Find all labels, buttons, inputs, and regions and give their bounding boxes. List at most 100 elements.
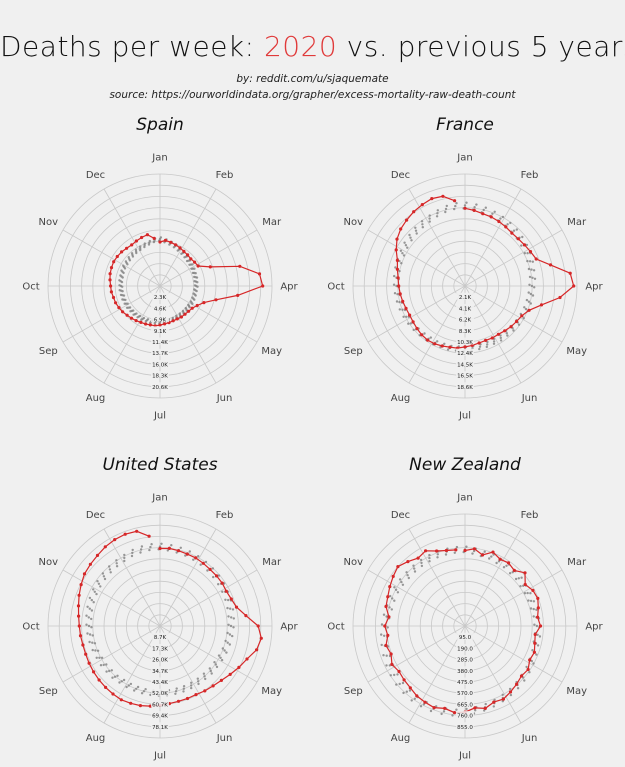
angular-gridline	[103, 625, 161, 724]
previous-years-point	[215, 665, 219, 669]
angular-gridline	[62, 569, 161, 627]
previous-years-point	[194, 294, 197, 297]
series-2020-point	[115, 254, 119, 259]
series-2020-point	[536, 596, 540, 600]
r-tick-label: 285.0	[457, 658, 473, 664]
r-tick-label: 43.4K	[152, 680, 168, 686]
month-label-apr: Apr	[280, 282, 298, 293]
previous-years-point	[508, 572, 512, 575]
previous-years-point	[440, 712, 443, 716]
series-2020-point	[77, 593, 81, 597]
series-2020-point	[120, 250, 124, 254]
series-2020-point	[477, 341, 481, 345]
previous-years-point	[407, 322, 410, 325]
angular-gridline	[464, 569, 563, 627]
angular-gridline	[464, 625, 563, 683]
month-label-dec: Dec	[391, 170, 410, 181]
series-2020-point	[186, 253, 190, 257]
previous-years-point	[108, 568, 112, 571]
series-2020-point	[97, 678, 101, 682]
previous-years-point	[93, 590, 96, 593]
series-2020-point	[95, 553, 100, 557]
previous-years-point	[499, 339, 503, 342]
previous-years-point	[527, 267, 531, 271]
series-2020-point	[179, 315, 183, 319]
previous-years-point	[391, 597, 394, 600]
previous-years-point	[413, 570, 417, 573]
previous-years-point	[102, 575, 106, 578]
angular-gridline	[464, 625, 522, 724]
series-2020-point	[412, 210, 416, 214]
series-2020-point	[81, 643, 85, 647]
previous-years-point	[527, 291, 530, 294]
series-2020-point	[229, 597, 233, 601]
r-tick-label-bg	[151, 337, 169, 345]
previous-years-point	[226, 631, 229, 635]
series-2020-point	[395, 258, 399, 262]
series-2020-line	[384, 548, 542, 714]
series-2020-point	[516, 237, 520, 241]
series-2020-point	[448, 345, 452, 349]
previous-years-point	[398, 578, 402, 581]
angular-gridline	[159, 625, 258, 683]
previous-years-point	[139, 551, 142, 554]
r-tick-label-bg	[151, 315, 169, 323]
previous-years-point	[398, 308, 401, 311]
series-2020-point	[108, 278, 112, 282]
month-label-may: May	[566, 346, 587, 357]
r-tick-label: 475.0	[457, 680, 473, 686]
previous-years-point	[393, 586, 396, 589]
previous-years-point	[120, 680, 124, 683]
previous-years-point	[529, 292, 532, 296]
previous-years-point	[221, 647, 224, 650]
previous-years-point	[492, 705, 495, 708]
previous-years-point	[443, 342, 446, 345]
previous-years-point	[140, 318, 143, 321]
previous-years-point	[463, 204, 467, 207]
previous-years-point	[530, 268, 533, 271]
previous-years-point	[232, 617, 235, 620]
series-2020-point	[144, 322, 148, 326]
previous-years-point	[87, 624, 91, 628]
series-2020-point	[190, 306, 194, 310]
series-2020-point	[406, 560, 410, 564]
r-tick-label: 9.1K	[154, 329, 167, 335]
r-tick-label: 665.0	[457, 702, 473, 708]
previous-years-point	[91, 641, 94, 644]
previous-years-point	[380, 633, 383, 636]
previous-years-point	[435, 705, 438, 708]
previous-years-point	[184, 554, 187, 557]
previous-years-point	[127, 256, 130, 259]
month-label-nov: Nov	[39, 217, 59, 228]
series-2020-point	[536, 615, 540, 619]
previous-years-point	[394, 588, 398, 591]
r-tick-label: 16.0K	[152, 362, 168, 368]
previous-years-point	[132, 313, 135, 316]
r-tick-label-bg	[151, 382, 169, 390]
series-2020-point	[158, 546, 162, 551]
month-label-apr: Apr	[585, 622, 603, 633]
previous-years-point	[149, 545, 152, 549]
series-2020-point	[117, 306, 121, 310]
previous-years-point	[382, 613, 386, 616]
previous-years-point	[399, 249, 403, 252]
previous-years-point	[420, 561, 423, 565]
series-2020-point	[244, 614, 248, 618]
series-2020-point	[187, 309, 191, 313]
r-tick-label-bg	[456, 303, 474, 311]
series-2020-point	[211, 684, 215, 688]
previous-years-point	[502, 566, 506, 569]
previous-years-point	[394, 266, 397, 269]
previous-years-point	[522, 317, 525, 320]
previous-years-point	[170, 544, 173, 547]
previous-years-point	[420, 564, 424, 568]
previous-years-point	[400, 262, 403, 265]
series-2020-point	[76, 604, 81, 608]
series-2020-point	[219, 678, 223, 682]
previous-years-point	[527, 599, 530, 602]
previous-years-point	[520, 576, 523, 579]
angular-gridline	[62, 625, 161, 683]
series-2020-point	[171, 319, 175, 323]
previous-years-point	[400, 580, 403, 584]
previous-years-point	[88, 596, 92, 600]
